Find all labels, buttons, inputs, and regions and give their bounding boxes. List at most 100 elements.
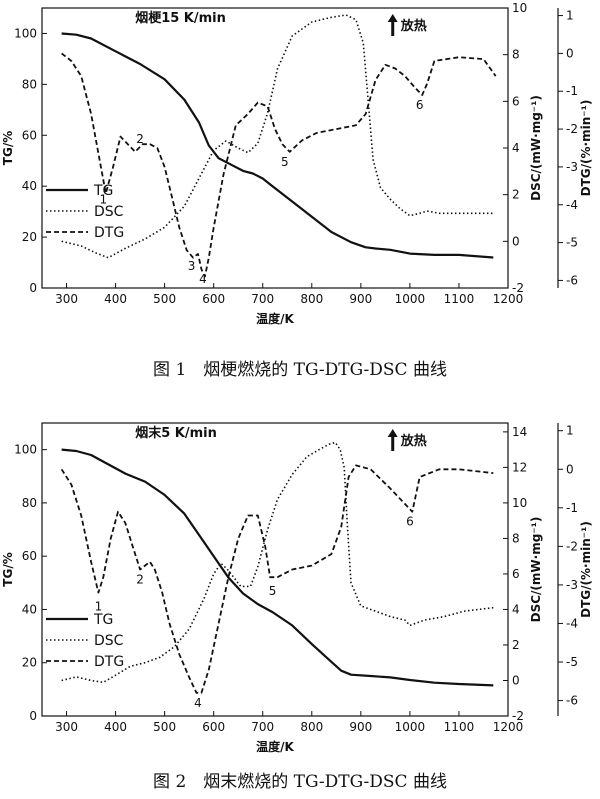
dsc-tick-label: 0 <box>512 234 520 248</box>
dsc-tick-label: 12 <box>512 460 527 474</box>
dsc-tick-label: 0 <box>512 673 520 687</box>
exotherm-label: 放热 <box>400 18 427 34</box>
dtg-tick-label: 1 <box>566 9 574 23</box>
dsc-tick-label: 10 <box>512 496 527 510</box>
dsc-tick-label: 8 <box>512 531 520 545</box>
tg-tick-label: 60 <box>22 549 37 563</box>
x-tick-label: 500 <box>153 720 176 734</box>
dsc-tick-label: 2 <box>512 638 520 652</box>
dtg-axis-label: DTG/(%·min⁻¹) <box>579 521 593 618</box>
dtg-tick-label: -1 <box>566 501 578 515</box>
peak-label: 6 <box>416 98 424 112</box>
chart-1-stem: 300 400 500 600 700 800 900 1000 1100 1200温度/K020… <box>1 1 593 380</box>
chart-2-powder: 300 400 500 600 700 800 900 1000 1100 1200温度/K020… <box>1 422 593 792</box>
dtg-tick-label: -4 <box>566 198 578 212</box>
dsc-tick-label: 8 <box>512 48 520 62</box>
tg-tick-label: 80 <box>22 77 37 91</box>
x-tick-label: 700 <box>251 292 274 306</box>
x-axis-label: 温度/K <box>256 311 294 326</box>
dtg-tick-label: -6 <box>566 694 578 708</box>
dtg-tick-label: -3 <box>566 578 578 592</box>
legend-label-tg: TG <box>93 183 113 199</box>
dtg-tick-label: -5 <box>566 236 578 250</box>
x-tick-label: 900 <box>349 292 372 306</box>
x-tick-label: 700 <box>251 720 274 734</box>
series-tg-line <box>61 32 494 259</box>
x-tick-label: 800 <box>300 292 323 306</box>
tg-axis-label: TG/% <box>1 552 15 586</box>
peak-label: 1 <box>95 599 103 613</box>
tg-tick-label: 100 <box>14 443 37 457</box>
x-tick-label: 1100 <box>444 292 475 306</box>
x-tick-label: 400 <box>104 292 127 306</box>
series-dsc-line <box>61 14 494 259</box>
x-tick-label: 300 <box>55 292 78 306</box>
x-tick-label: 1200 <box>493 292 524 306</box>
exotherm-label: 放热 <box>400 433 427 449</box>
dsc-tick-label: 4 <box>512 602 520 616</box>
tg-tick-label: 60 <box>22 128 37 142</box>
series-dsc-line <box>61 441 494 684</box>
dsc-tick-label: 2 <box>512 188 520 202</box>
dtg-tick-label: 0 <box>566 46 574 60</box>
dsc-tick-label: 4 <box>512 141 520 155</box>
chart-title: 烟梗15 K/min <box>135 10 226 26</box>
legend-label-dtg: DTG <box>94 225 124 241</box>
figure-caption: 图 1 烟梗燃烧的 TG-DTG-DSC 曲线 <box>153 360 447 380</box>
dtg-tick-label: -2 <box>566 539 578 553</box>
dtg-tick-label: -5 <box>566 655 578 669</box>
tg-tick-label: 40 <box>22 179 37 193</box>
x-tick-label: 1100 <box>444 720 475 734</box>
x-tick-label: 400 <box>104 720 127 734</box>
dsc-tick-label: 6 <box>512 567 520 581</box>
tg-tick-label: 40 <box>22 602 37 616</box>
dtg-tick-label: 1 <box>566 424 574 438</box>
tg-tick-label: 20 <box>22 230 37 244</box>
x-tick-label: 600 <box>202 292 225 306</box>
peak-label: 6 <box>406 515 414 529</box>
series-dtg-line <box>60 464 494 694</box>
legend-label-dsc: DSC <box>94 204 124 220</box>
x-tick-label: 1000 <box>395 292 426 306</box>
peak-label: 4 <box>194 696 202 710</box>
x-axis-label: 温度/K <box>256 739 294 754</box>
series-tg-line <box>61 448 494 687</box>
legend-label-dsc: DSC <box>94 633 124 649</box>
exotherm-arrow-head <box>387 14 398 22</box>
legend-label-tg: TG <box>93 612 113 628</box>
exotherm-arrow-head <box>387 429 398 437</box>
dsc-tick-label: 6 <box>512 94 520 108</box>
figure-caption: 图 2 烟末燃烧的 TG-DTG-DSC 曲线 <box>153 772 447 792</box>
dtg-tick-label: -6 <box>566 273 578 287</box>
dtg-tick-label: -1 <box>566 84 578 98</box>
dsc-tick-label: -2 <box>512 281 524 295</box>
x-tick-label: 1200 <box>493 720 524 734</box>
plot-frame <box>41 422 509 717</box>
peak-label: 5 <box>269 584 277 598</box>
dtg-axis-label: DTG/(%·min⁻¹) <box>579 100 593 197</box>
tg-tick-label: 80 <box>22 496 37 510</box>
chart-title: 烟末5 K/min <box>135 425 217 441</box>
tg-tick-label: 0 <box>29 709 37 723</box>
tg-axis-label: TG/% <box>1 131 15 165</box>
peak-label: 2 <box>136 132 144 146</box>
x-tick-label: 1000 <box>395 720 426 734</box>
peak-label: 1 <box>99 193 107 207</box>
peak-label: 5 <box>281 155 289 169</box>
x-tick-label: 500 <box>153 292 176 306</box>
x-tick-label: 900 <box>349 720 372 734</box>
peak-label: 2 <box>136 573 144 587</box>
dtg-tick-label: -3 <box>566 160 578 174</box>
legend-label-dtg: DTG <box>94 654 124 670</box>
tg-tick-label: 100 <box>14 26 37 40</box>
dtg-tick-label: -2 <box>566 122 578 136</box>
tg-tick-label: 0 <box>29 281 37 295</box>
series-dtg-line <box>61 52 497 278</box>
dsc-axis-label: DSC/(mW·mg⁻¹) <box>529 95 543 201</box>
x-tick-label: 300 <box>55 720 78 734</box>
peak-label: 4 <box>199 272 207 286</box>
peak-label: 3 <box>188 259 196 273</box>
dtg-tick-label: -4 <box>566 616 578 630</box>
dtg-tick-label: 0 <box>566 462 574 476</box>
